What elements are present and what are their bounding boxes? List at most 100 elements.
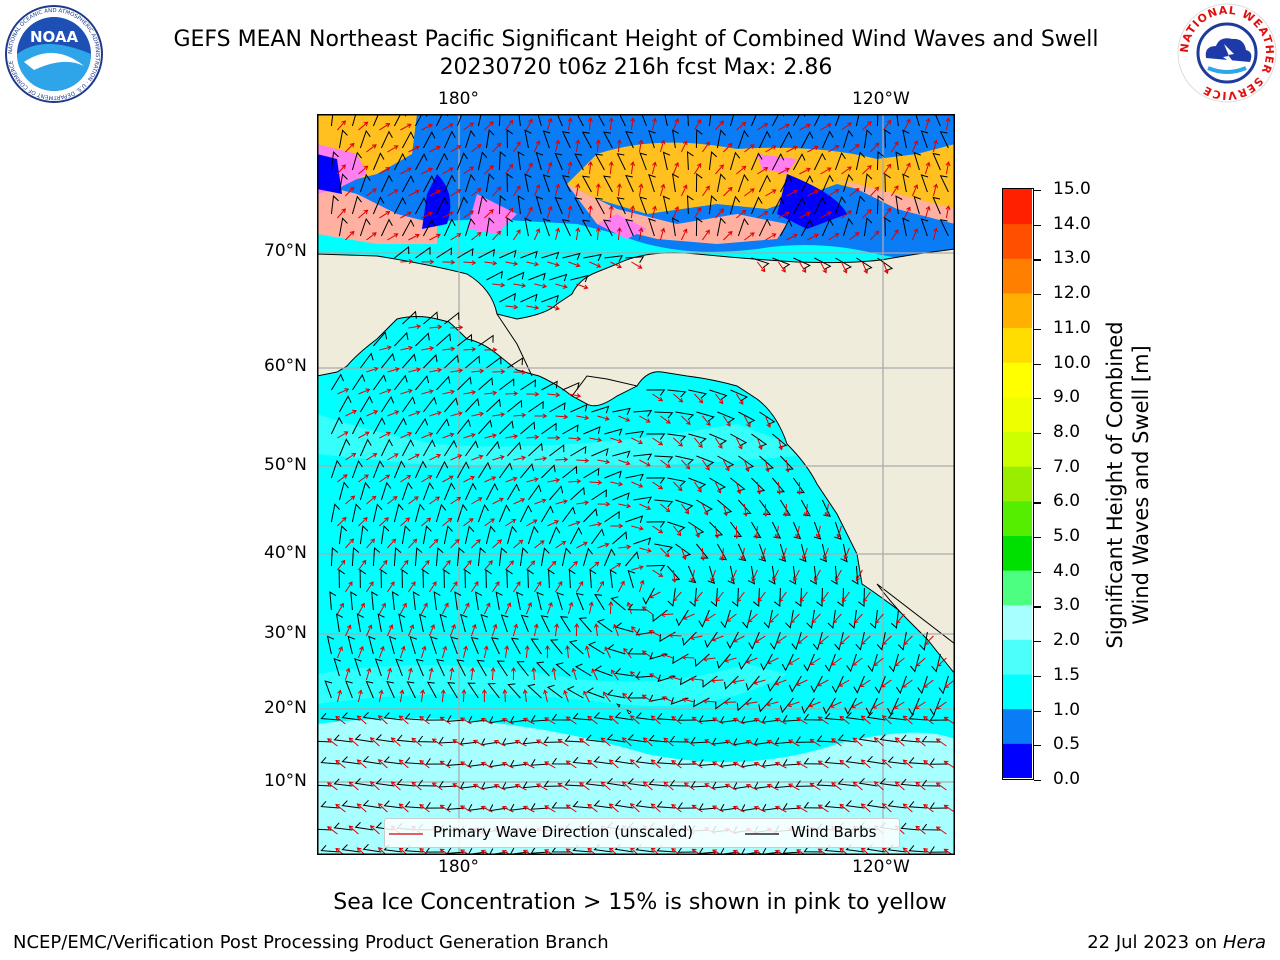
wave-direction-arrow	[808, 701, 821, 708]
wind-barb	[816, 779, 836, 787]
wave-direction-arrow	[484, 347, 498, 353]
wind-barb	[435, 114, 449, 127]
wave-direction-arrow	[575, 183, 581, 197]
wind-barb	[917, 675, 928, 695]
colorbar-band	[1003, 258, 1032, 294]
wind-barb	[646, 521, 666, 528]
wind-barb	[548, 569, 555, 589]
lat-label-50n: 50°N	[264, 455, 307, 475]
wind-barb	[401, 481, 413, 501]
lon-label-top-180: 180°	[438, 89, 479, 109]
wind-barb	[583, 426, 601, 435]
wave-direction-arrow	[751, 569, 758, 582]
wave-direction-arrow	[442, 123, 454, 131]
wave-direction-arrow	[763, 503, 769, 517]
wave-direction-arrow	[786, 233, 798, 241]
wave-direction-arrow	[661, 696, 674, 703]
wave-direction-arrow	[671, 759, 682, 769]
colorbar-tick-mark	[1034, 502, 1041, 504]
colorbar-band	[1003, 327, 1032, 363]
wind-barb	[884, 129, 891, 149]
colorbar-tick-label: 7.0	[1053, 456, 1081, 477]
wind-barb	[394, 246, 410, 259]
wind-barb	[585, 778, 605, 787]
wind-barb	[543, 736, 563, 743]
wave-direction-arrow	[492, 497, 504, 505]
wind-barb	[341, 844, 361, 853]
wave-direction-arrow	[504, 645, 510, 659]
wind-barb	[541, 464, 556, 479]
wind-barb	[524, 217, 532, 237]
wind-barb	[423, 354, 438, 369]
wind-barb	[517, 195, 525, 215]
wind-barb	[813, 114, 826, 127]
wave-direction-arrow	[492, 369, 506, 375]
wave-direction-arrow	[411, 781, 422, 791]
wave-direction-arrow	[576, 500, 590, 506]
wave-direction-arrow	[766, 657, 779, 665]
wind-barb	[656, 713, 676, 721]
wind-barb	[351, 195, 362, 215]
wave-direction-arrow	[796, 761, 808, 769]
wind-barb	[507, 399, 523, 413]
wind-barb	[415, 375, 430, 391]
wave-direction-arrow	[911, 228, 919, 241]
wave-direction-arrow	[630, 117, 636, 131]
wave-direction-arrow	[852, 657, 863, 666]
wind-barb	[745, 675, 760, 691]
wind-barb	[716, 217, 726, 237]
wave-direction-arrow	[568, 436, 582, 442]
wind-barb	[792, 197, 806, 215]
wave-direction-arrow	[526, 477, 539, 483]
wind-barb	[690, 736, 710, 744]
wind-barb	[362, 711, 382, 721]
wind-barb	[380, 481, 392, 501]
wave-direction-arrow	[924, 635, 934, 646]
wave-direction-arrow	[880, 679, 892, 688]
wave-direction-arrow	[671, 715, 682, 725]
lon-label-bottom-120w: 120°W	[852, 857, 910, 877]
wind-barb	[341, 800, 361, 809]
wave-direction-arrow	[796, 805, 808, 813]
wind-barb	[435, 152, 449, 171]
wave-direction-arrow	[691, 804, 703, 813]
wave-direction-arrow	[668, 632, 682, 638]
wave-direction-arrow	[604, 646, 611, 659]
wave-direction-arrow	[387, 410, 400, 417]
wave-direction-arrow	[945, 205, 951, 219]
wind-barb	[816, 587, 823, 607]
wind-barb	[586, 687, 605, 699]
wave-direction-arrow	[472, 739, 485, 747]
wind-barb	[610, 596, 626, 611]
wind-barb	[635, 756, 655, 765]
wave-direction-arrow	[786, 701, 800, 708]
wave-direction-arrow	[608, 803, 619, 813]
wind-barb	[902, 129, 910, 149]
wind-barb	[456, 196, 468, 215]
wave-direction-arrow	[668, 675, 682, 681]
wave-direction-arrow	[428, 581, 437, 593]
wind-barb	[456, 461, 470, 479]
wave-direction-arrow	[460, 805, 472, 813]
wave-direction-arrow	[660, 459, 671, 468]
wave-direction-arrow	[470, 623, 477, 637]
wave-direction-arrow	[480, 849, 492, 855]
wind-barb	[423, 396, 437, 413]
wave-direction-arrow	[712, 849, 723, 855]
wind-barb	[338, 481, 349, 501]
wave-direction-arrow	[492, 412, 506, 418]
wave-direction-arrow	[491, 581, 500, 593]
wave-direction-arrow	[693, 206, 702, 219]
wave-direction-arrow	[660, 612, 674, 618]
wave-direction-arrow	[915, 657, 926, 667]
wave-direction-arrow	[724, 783, 737, 791]
wind-barb	[771, 197, 785, 215]
wind-barb	[527, 525, 539, 545]
wind-barb	[464, 129, 476, 149]
wave-direction-arrow	[597, 542, 610, 549]
wind-barb	[542, 130, 551, 149]
wave-direction-arrow	[714, 481, 722, 494]
wave-direction-arrow	[630, 205, 636, 219]
wave-direction-arrow	[366, 453, 378, 461]
colorbar	[1002, 188, 1034, 780]
